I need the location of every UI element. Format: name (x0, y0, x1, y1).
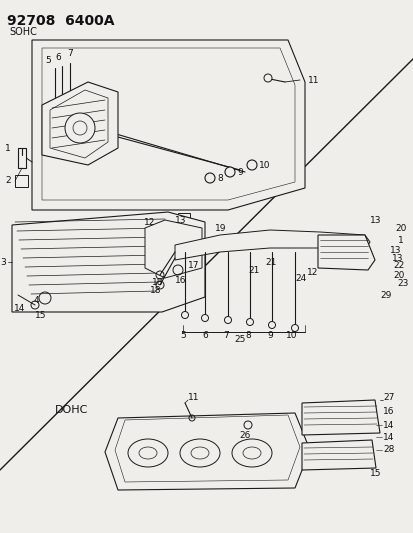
Text: 11: 11 (188, 393, 199, 402)
Text: 15: 15 (369, 469, 380, 478)
Text: 5: 5 (180, 330, 185, 340)
Circle shape (65, 113, 95, 143)
Text: 11: 11 (307, 76, 319, 85)
Text: 4: 4 (34, 295, 40, 304)
Text: 29: 29 (379, 290, 390, 300)
Text: 24: 24 (294, 273, 306, 282)
Circle shape (263, 74, 271, 82)
Text: 92708  6400A: 92708 6400A (7, 14, 114, 28)
Text: 25: 25 (234, 335, 245, 344)
Text: 14: 14 (382, 432, 394, 441)
Circle shape (224, 167, 235, 177)
Circle shape (268, 321, 275, 328)
Text: 21: 21 (264, 257, 276, 266)
Ellipse shape (231, 439, 271, 467)
Text: 22: 22 (392, 261, 403, 270)
Polygon shape (12, 212, 204, 312)
Text: 20: 20 (394, 223, 406, 232)
Text: 28: 28 (382, 446, 394, 455)
Text: 19: 19 (214, 223, 226, 232)
Text: 7: 7 (67, 49, 73, 58)
Text: 2: 2 (5, 175, 11, 184)
Text: 7: 7 (223, 330, 228, 340)
Ellipse shape (128, 439, 168, 467)
Text: 14: 14 (14, 303, 25, 312)
Text: DOHC: DOHC (55, 405, 88, 415)
Text: 13: 13 (175, 215, 186, 224)
Text: 6: 6 (55, 52, 61, 61)
Polygon shape (317, 235, 374, 270)
Polygon shape (42, 82, 118, 165)
Text: 16: 16 (175, 276, 186, 285)
Circle shape (246, 319, 253, 326)
Text: 10: 10 (285, 330, 297, 340)
Text: 8: 8 (244, 330, 250, 340)
Polygon shape (145, 220, 202, 278)
Text: 18: 18 (150, 286, 161, 295)
Text: 13: 13 (389, 246, 401, 254)
Text: 12: 12 (144, 217, 155, 227)
Text: 18: 18 (152, 278, 163, 287)
Polygon shape (175, 230, 369, 260)
Text: 21: 21 (247, 265, 259, 274)
Text: 6: 6 (202, 330, 207, 340)
Circle shape (291, 325, 298, 332)
Text: 13: 13 (391, 254, 403, 262)
Text: 27: 27 (382, 392, 394, 401)
Circle shape (247, 160, 256, 170)
Text: 9: 9 (266, 330, 272, 340)
Polygon shape (147, 215, 158, 228)
Text: 23: 23 (396, 279, 407, 287)
Circle shape (224, 317, 231, 324)
Text: 20: 20 (392, 271, 404, 279)
Text: 8: 8 (216, 174, 222, 182)
Text: 13: 13 (369, 215, 380, 224)
Circle shape (201, 314, 208, 321)
Text: 9: 9 (236, 167, 242, 176)
Text: 26: 26 (239, 431, 250, 440)
Text: 17: 17 (188, 261, 199, 270)
Text: SOHC: SOHC (9, 27, 37, 37)
Polygon shape (15, 175, 28, 187)
Text: 3: 3 (0, 257, 6, 266)
Text: 12: 12 (306, 268, 318, 277)
Polygon shape (18, 148, 26, 168)
Polygon shape (32, 40, 304, 210)
Text: 1: 1 (397, 236, 403, 245)
Polygon shape (301, 440, 375, 470)
Text: 14: 14 (382, 421, 394, 430)
Text: 16: 16 (382, 408, 394, 416)
Circle shape (204, 173, 214, 183)
Polygon shape (105, 413, 309, 490)
Text: 5: 5 (45, 55, 51, 64)
Ellipse shape (180, 439, 219, 467)
Text: 1: 1 (5, 143, 11, 152)
Text: 10: 10 (259, 160, 270, 169)
Polygon shape (178, 213, 190, 225)
Circle shape (181, 311, 188, 319)
Text: 15: 15 (35, 311, 46, 320)
Polygon shape (301, 400, 379, 435)
